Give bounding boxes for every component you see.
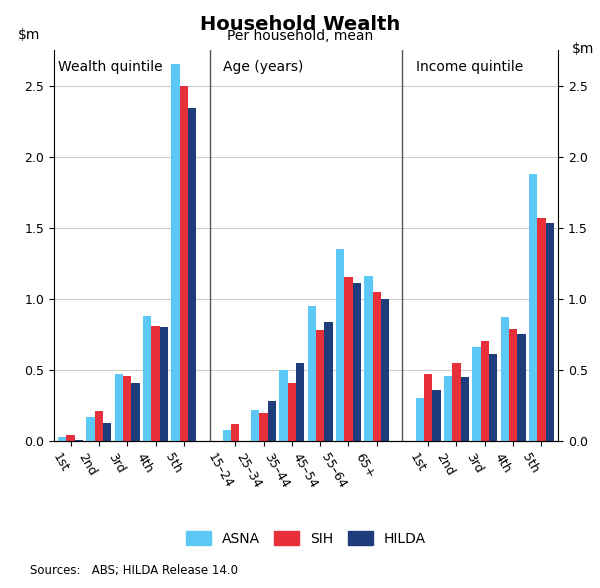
Bar <box>373 292 381 441</box>
Bar <box>172 64 180 441</box>
Bar <box>500 318 509 441</box>
Bar <box>509 329 517 441</box>
Text: Sources:   ABS; HILDA Release 14.0: Sources: ABS; HILDA Release 14.0 <box>30 564 238 577</box>
Bar <box>86 417 95 441</box>
Bar <box>151 326 160 441</box>
Bar <box>143 316 151 441</box>
Bar <box>444 376 452 441</box>
Bar <box>103 423 112 441</box>
Text: Household Wealth: Household Wealth <box>200 15 400 34</box>
Text: Age (years): Age (years) <box>223 60 303 74</box>
Bar <box>308 306 316 441</box>
Bar <box>67 435 75 441</box>
Text: Income quintile: Income quintile <box>416 60 523 74</box>
Bar <box>517 335 526 441</box>
Bar <box>461 377 469 441</box>
Bar <box>472 347 481 441</box>
Bar <box>489 354 497 441</box>
Bar <box>160 328 168 441</box>
Bar <box>95 411 103 441</box>
Bar <box>424 374 432 441</box>
Text: Per household, mean: Per household, mean <box>227 29 373 44</box>
Y-axis label: $m: $m <box>572 42 595 56</box>
Bar <box>251 410 259 441</box>
Bar <box>316 330 325 441</box>
Legend: ASNA, SIH, HILDA: ASNA, SIH, HILDA <box>181 526 431 552</box>
Bar <box>268 401 276 441</box>
Bar <box>75 440 83 441</box>
Bar <box>296 363 304 441</box>
Bar <box>231 424 239 441</box>
Bar <box>537 218 545 441</box>
Bar <box>481 342 489 441</box>
Bar <box>123 376 131 441</box>
Bar <box>287 383 296 441</box>
Bar <box>344 278 353 441</box>
Bar <box>131 383 140 441</box>
Bar <box>452 363 461 441</box>
Bar <box>381 299 389 441</box>
Bar <box>432 390 440 441</box>
Bar <box>280 370 287 441</box>
Bar <box>180 85 188 441</box>
Bar <box>188 108 196 441</box>
Y-axis label: $m: $m <box>17 28 40 42</box>
Bar <box>325 322 332 441</box>
Text: Wealth quintile: Wealth quintile <box>58 60 163 74</box>
Bar <box>416 398 424 441</box>
Bar <box>353 283 361 441</box>
Bar <box>545 223 554 441</box>
Bar <box>336 249 344 441</box>
Bar <box>364 276 373 441</box>
Bar <box>259 413 268 441</box>
Bar <box>223 430 231 441</box>
Bar <box>58 437 67 441</box>
Bar <box>115 374 123 441</box>
Bar <box>529 173 537 441</box>
